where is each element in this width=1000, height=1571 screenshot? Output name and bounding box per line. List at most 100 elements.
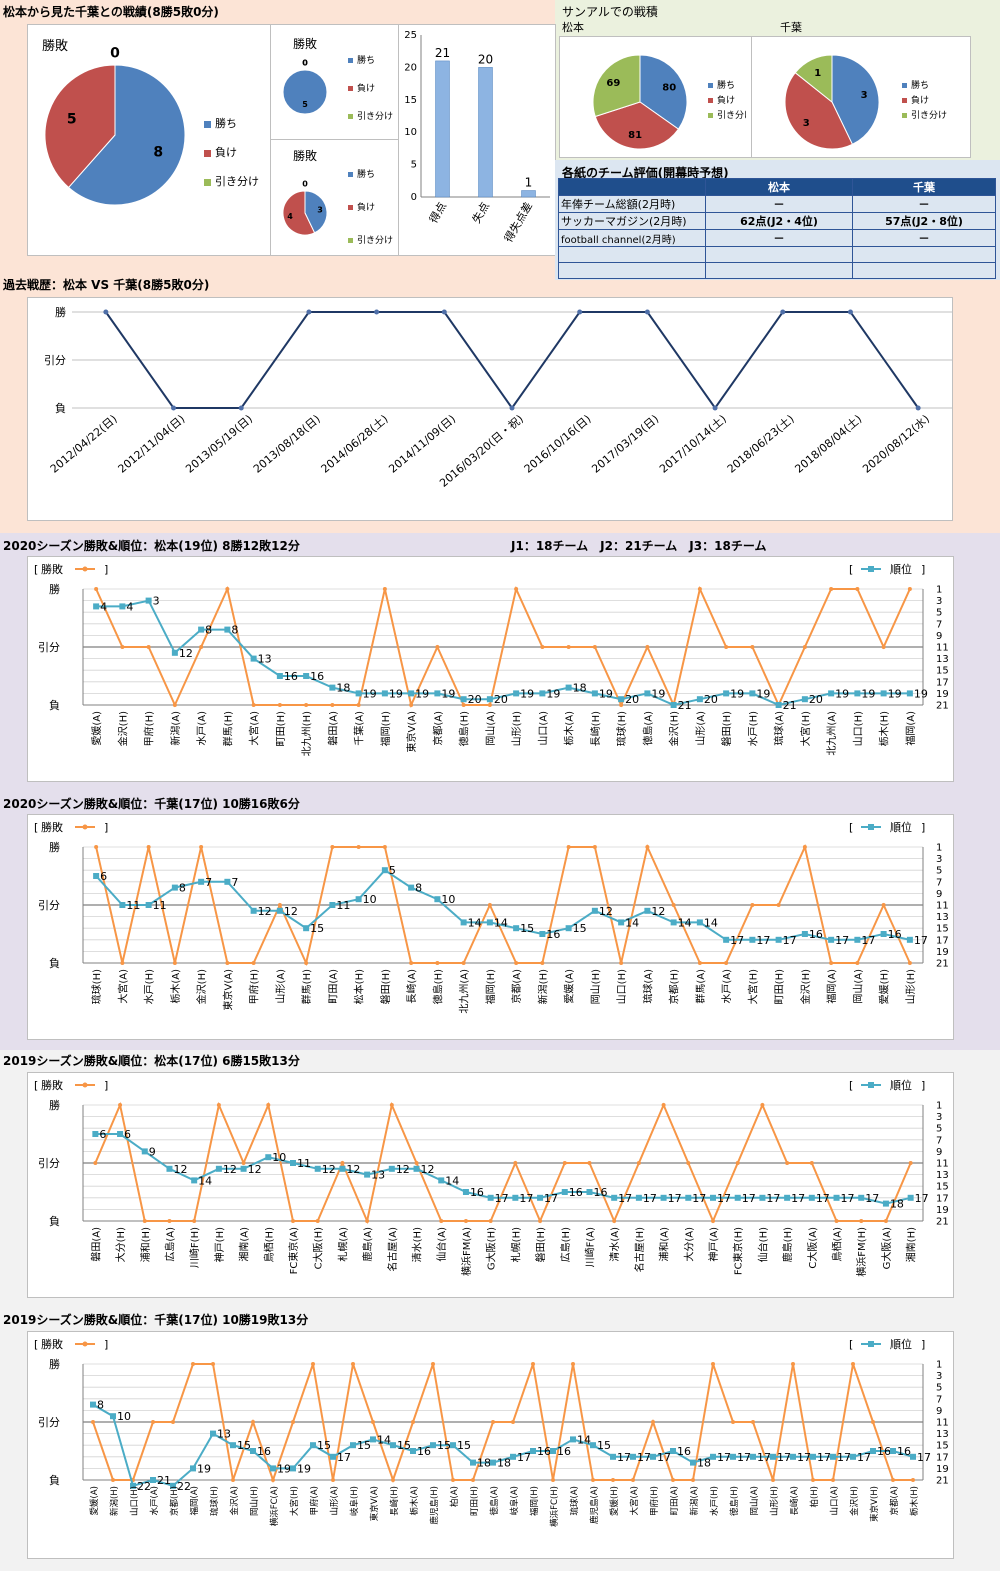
legend-result-label: 勝敗 — [41, 820, 63, 834]
rank-point — [854, 936, 861, 943]
x-tick-label: 失点 — [470, 200, 492, 226]
rank-point — [413, 1165, 420, 1172]
rank-data-label: 16 — [284, 670, 298, 683]
rank-point — [775, 702, 782, 708]
x-tick-label: 長崎(H) — [389, 1486, 400, 1516]
y-level-label: 負 — [49, 957, 60, 970]
rank-data-label: 17 — [668, 1192, 682, 1205]
x-tick-label: 山形(H) — [769, 1486, 780, 1516]
legend-label-draw: 引き分け — [911, 111, 948, 121]
x-tick-label: 松本(H) — [353, 969, 366, 1004]
x-tick-label: 広島(A) — [163, 1227, 176, 1262]
rank-data-label: 14 — [577, 1433, 591, 1446]
result-point — [907, 587, 912, 591]
rank-point — [490, 1459, 496, 1466]
y-level-label: 勝 — [55, 305, 66, 319]
rank-point — [487, 1194, 494, 1201]
sample-legend-matsumoto: 勝ち 負け 引き分け — [708, 79, 746, 124]
rank-point — [276, 673, 283, 679]
pie-slice — [592, 54, 641, 118]
rank-point — [537, 1194, 544, 1201]
pie-slice — [282, 69, 328, 115]
rank-tick-label: 19 — [936, 947, 949, 958]
x-tick-label: 福岡(A) — [825, 969, 838, 1004]
history-point — [847, 309, 853, 315]
legend-rank-label: 順位 — [890, 1337, 912, 1351]
x-tick-label: 北九州(A) — [826, 711, 838, 756]
rank-point — [240, 1165, 247, 1172]
result-point — [871, 1420, 875, 1424]
result-point — [514, 587, 519, 591]
rank-data-label: 17 — [519, 1192, 533, 1205]
y-tick-label: 0 — [411, 192, 417, 203]
result-point — [760, 1103, 765, 1107]
x-tick-label: 名古屋(H) — [633, 1227, 646, 1272]
x-tick-label: 大宮(H) — [799, 711, 812, 746]
rank-line — [92, 1403, 914, 1488]
rank-tick-label: 11 — [936, 643, 949, 654]
result-point — [171, 1420, 175, 1424]
rank-point — [141, 1148, 148, 1155]
c2019-title: 2019シーズン勝敗&順位：千葉(17位) 10勝19敗13分 — [3, 1313, 309, 1327]
rank-point — [723, 690, 730, 697]
rank-point — [191, 1177, 198, 1184]
x-tick-label: 水戸(A) — [196, 711, 208, 746]
y-level-label: 勝 — [49, 1357, 60, 1371]
rank-data-label: 16 — [537, 1445, 551, 1458]
rank-data-label: 13 — [217, 1428, 231, 1441]
rank-point — [784, 1194, 791, 1201]
x-tick-label: 柏(A) — [449, 1486, 460, 1507]
rank-data-label: 12 — [346, 1163, 360, 1176]
result-point — [409, 703, 414, 707]
rank-data-label: 22 — [137, 1480, 151, 1493]
rank-point — [438, 1177, 445, 1184]
rank-data-label: 15 — [317, 1439, 331, 1452]
legend-label-draw: 引き分け — [717, 111, 746, 121]
result-point — [834, 1219, 839, 1223]
pie-slice — [639, 54, 688, 130]
result-point — [566, 645, 571, 649]
x-tick-label: 長崎(A) — [405, 969, 418, 1004]
rank-point — [210, 1430, 216, 1437]
x-tick-label: 山口(A) — [537, 711, 549, 746]
y-level-label: 勝 — [49, 1098, 60, 1112]
x-tick-label: 徳島(H) — [431, 969, 444, 1004]
x-tick-label: 福岡(A) — [189, 1486, 200, 1515]
pie-main-block: 勝敗 8 5 0 勝ち 負け 引き分け — [28, 25, 271, 255]
legend-item-loss: 負け — [204, 138, 259, 167]
rank-point — [339, 1165, 346, 1172]
rank-point — [810, 1453, 816, 1460]
result-point — [661, 1103, 666, 1107]
rank-point — [370, 1436, 376, 1443]
rank-data-label: 19 — [520, 687, 534, 700]
rank-data-label: 16 — [557, 1445, 571, 1458]
teams-note: J1：18チーム J2：21チーム J3：18チーム — [511, 539, 767, 553]
c2020-title: 2020シーズン勝敗&順位：千葉(17位) 10勝16敗6分 — [3, 797, 300, 811]
sample-title: サンアルでの戦積 — [562, 5, 658, 19]
result-point — [91, 1420, 95, 1424]
result-point — [304, 703, 309, 707]
x-tick-label: 名古屋(A) — [386, 1227, 399, 1272]
legend-rank-marker — [868, 1341, 874, 1347]
rank-point — [117, 1131, 124, 1137]
result-point — [645, 645, 650, 649]
result-point — [471, 1478, 475, 1482]
rank-point — [539, 931, 546, 937]
x-tick-label: 徳島(H) — [458, 711, 471, 746]
x-tick-label: 琉球(A) — [641, 969, 654, 1004]
rank-point — [92, 1131, 99, 1137]
x-tick-label: 岐阜(H) — [349, 1486, 360, 1516]
legend-label-win: 勝ち — [357, 170, 376, 180]
pie-data-label: 3 — [861, 90, 868, 101]
legend-label-loss: 負け — [215, 146, 237, 159]
x-tick-label: 金沢(H) — [799, 969, 812, 1004]
rank-point — [355, 690, 362, 697]
rank-data-label: 16 — [470, 1186, 484, 1199]
history-point — [915, 405, 921, 411]
rank-point — [710, 1453, 716, 1460]
x-tick-label: 栃木(H) — [909, 1486, 920, 1516]
rank-point — [890, 1448, 896, 1454]
result-point — [93, 1161, 98, 1165]
y-level-label: 引分 — [38, 898, 60, 912]
legend-result-label: 勝敗 — [41, 562, 63, 576]
